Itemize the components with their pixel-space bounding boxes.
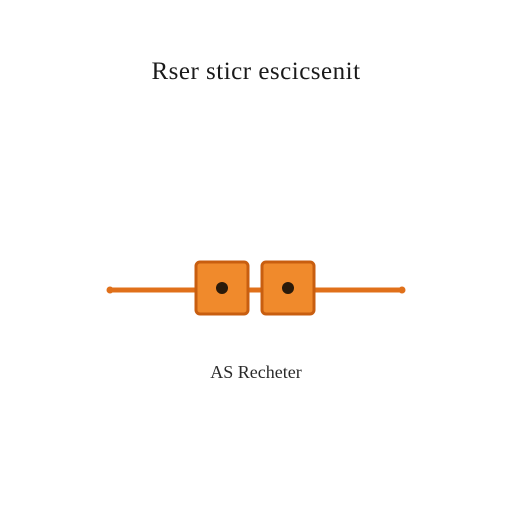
wire-endcap-right <box>399 287 406 294</box>
component-box-2 <box>262 262 314 314</box>
wire-endcap-left <box>107 287 114 294</box>
diagram-title: Rser sticr escicsenit <box>0 58 512 86</box>
terminal-dot-icon <box>282 282 294 294</box>
diagram-caption: AS Recheter <box>0 362 512 383</box>
terminal-dot-icon <box>216 282 228 294</box>
schematic-diagram <box>0 254 512 326</box>
component-box-1 <box>196 262 248 314</box>
